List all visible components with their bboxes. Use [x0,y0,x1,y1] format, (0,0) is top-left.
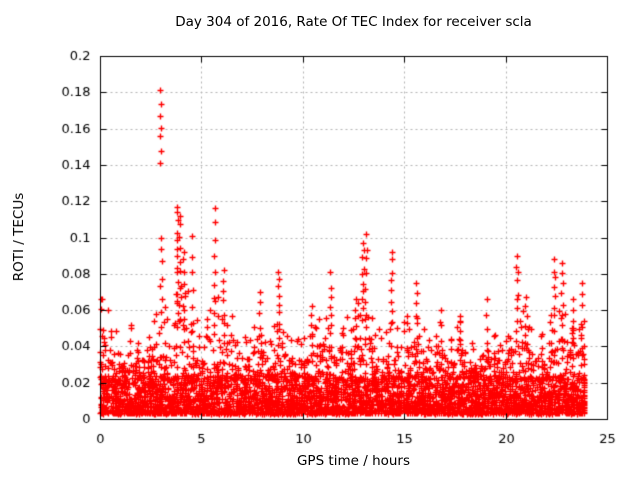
chart-title: Day 304 of 2016, Rate Of TEC Index for r… [175,14,532,30]
y-axis-label: ROTI / TECUs [11,192,27,282]
x-axis-label: GPS time / hours [296,453,411,469]
